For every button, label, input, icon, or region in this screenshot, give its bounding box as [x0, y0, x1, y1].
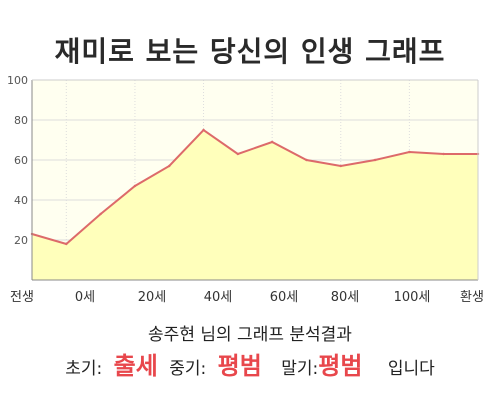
- series-area: [32, 130, 478, 280]
- early-label: 초기:: [65, 359, 103, 379]
- data-point-10: [373, 158, 377, 162]
- chart-title: 재미로 보는 당신의 인생 그래프: [54, 35, 446, 68]
- y-tick-label-80: 80: [14, 114, 28, 127]
- life-graph-chart: 20 40 60 80 100 전생 0세 20세 40세 60세 80세 100세 환생: [7, 74, 484, 305]
- y-tick-label-20: 20: [14, 234, 28, 247]
- x-tick-label-2: 20세: [138, 290, 167, 305]
- data-point-1: [65, 242, 68, 246]
- y-tick-label-60: 60: [14, 154, 28, 167]
- ending-text: 입니다: [387, 359, 435, 379]
- x-tick-label-6: 100세: [394, 290, 431, 305]
- x-tick-label-3: 40세: [204, 290, 233, 305]
- data-point-5: [202, 128, 205, 132]
- data-point-8: [305, 158, 308, 162]
- data-point-2: [99, 212, 102, 216]
- x-tick-label-1: 0세: [75, 290, 95, 305]
- x-tick-label-4: 60세: [270, 290, 299, 305]
- early-value: 출세: [113, 352, 158, 380]
- data-point-12: [442, 152, 445, 156]
- x-tick-label-0: 전생: [10, 290, 34, 305]
- late-value: 평범: [318, 352, 363, 380]
- analysis-result: 초기: 출세 중기: 평범 말기:평범 입니다: [0, 346, 500, 381]
- late-label: 말기:: [281, 359, 319, 379]
- y-tick-label-40: 40: [14, 194, 28, 207]
- data-point-11: [408, 150, 411, 154]
- x-tick-label-7: 환생: [460, 290, 484, 305]
- data-point-6: [236, 152, 240, 156]
- analysis-summary: 송주현 님의 그래프 분석결과: [148, 325, 352, 345]
- data-point-3: [133, 184, 137, 188]
- series-line: [31, 128, 478, 246]
- data-point-4: [168, 164, 171, 168]
- y-tick-label-100: 100: [7, 74, 28, 87]
- data-point-9: [339, 164, 342, 168]
- middle-label: 중기:: [169, 359, 207, 379]
- middle-value: 평범: [217, 352, 262, 380]
- x-tick-label-5: 80세: [331, 290, 360, 305]
- data-point-7: [270, 140, 274, 144]
